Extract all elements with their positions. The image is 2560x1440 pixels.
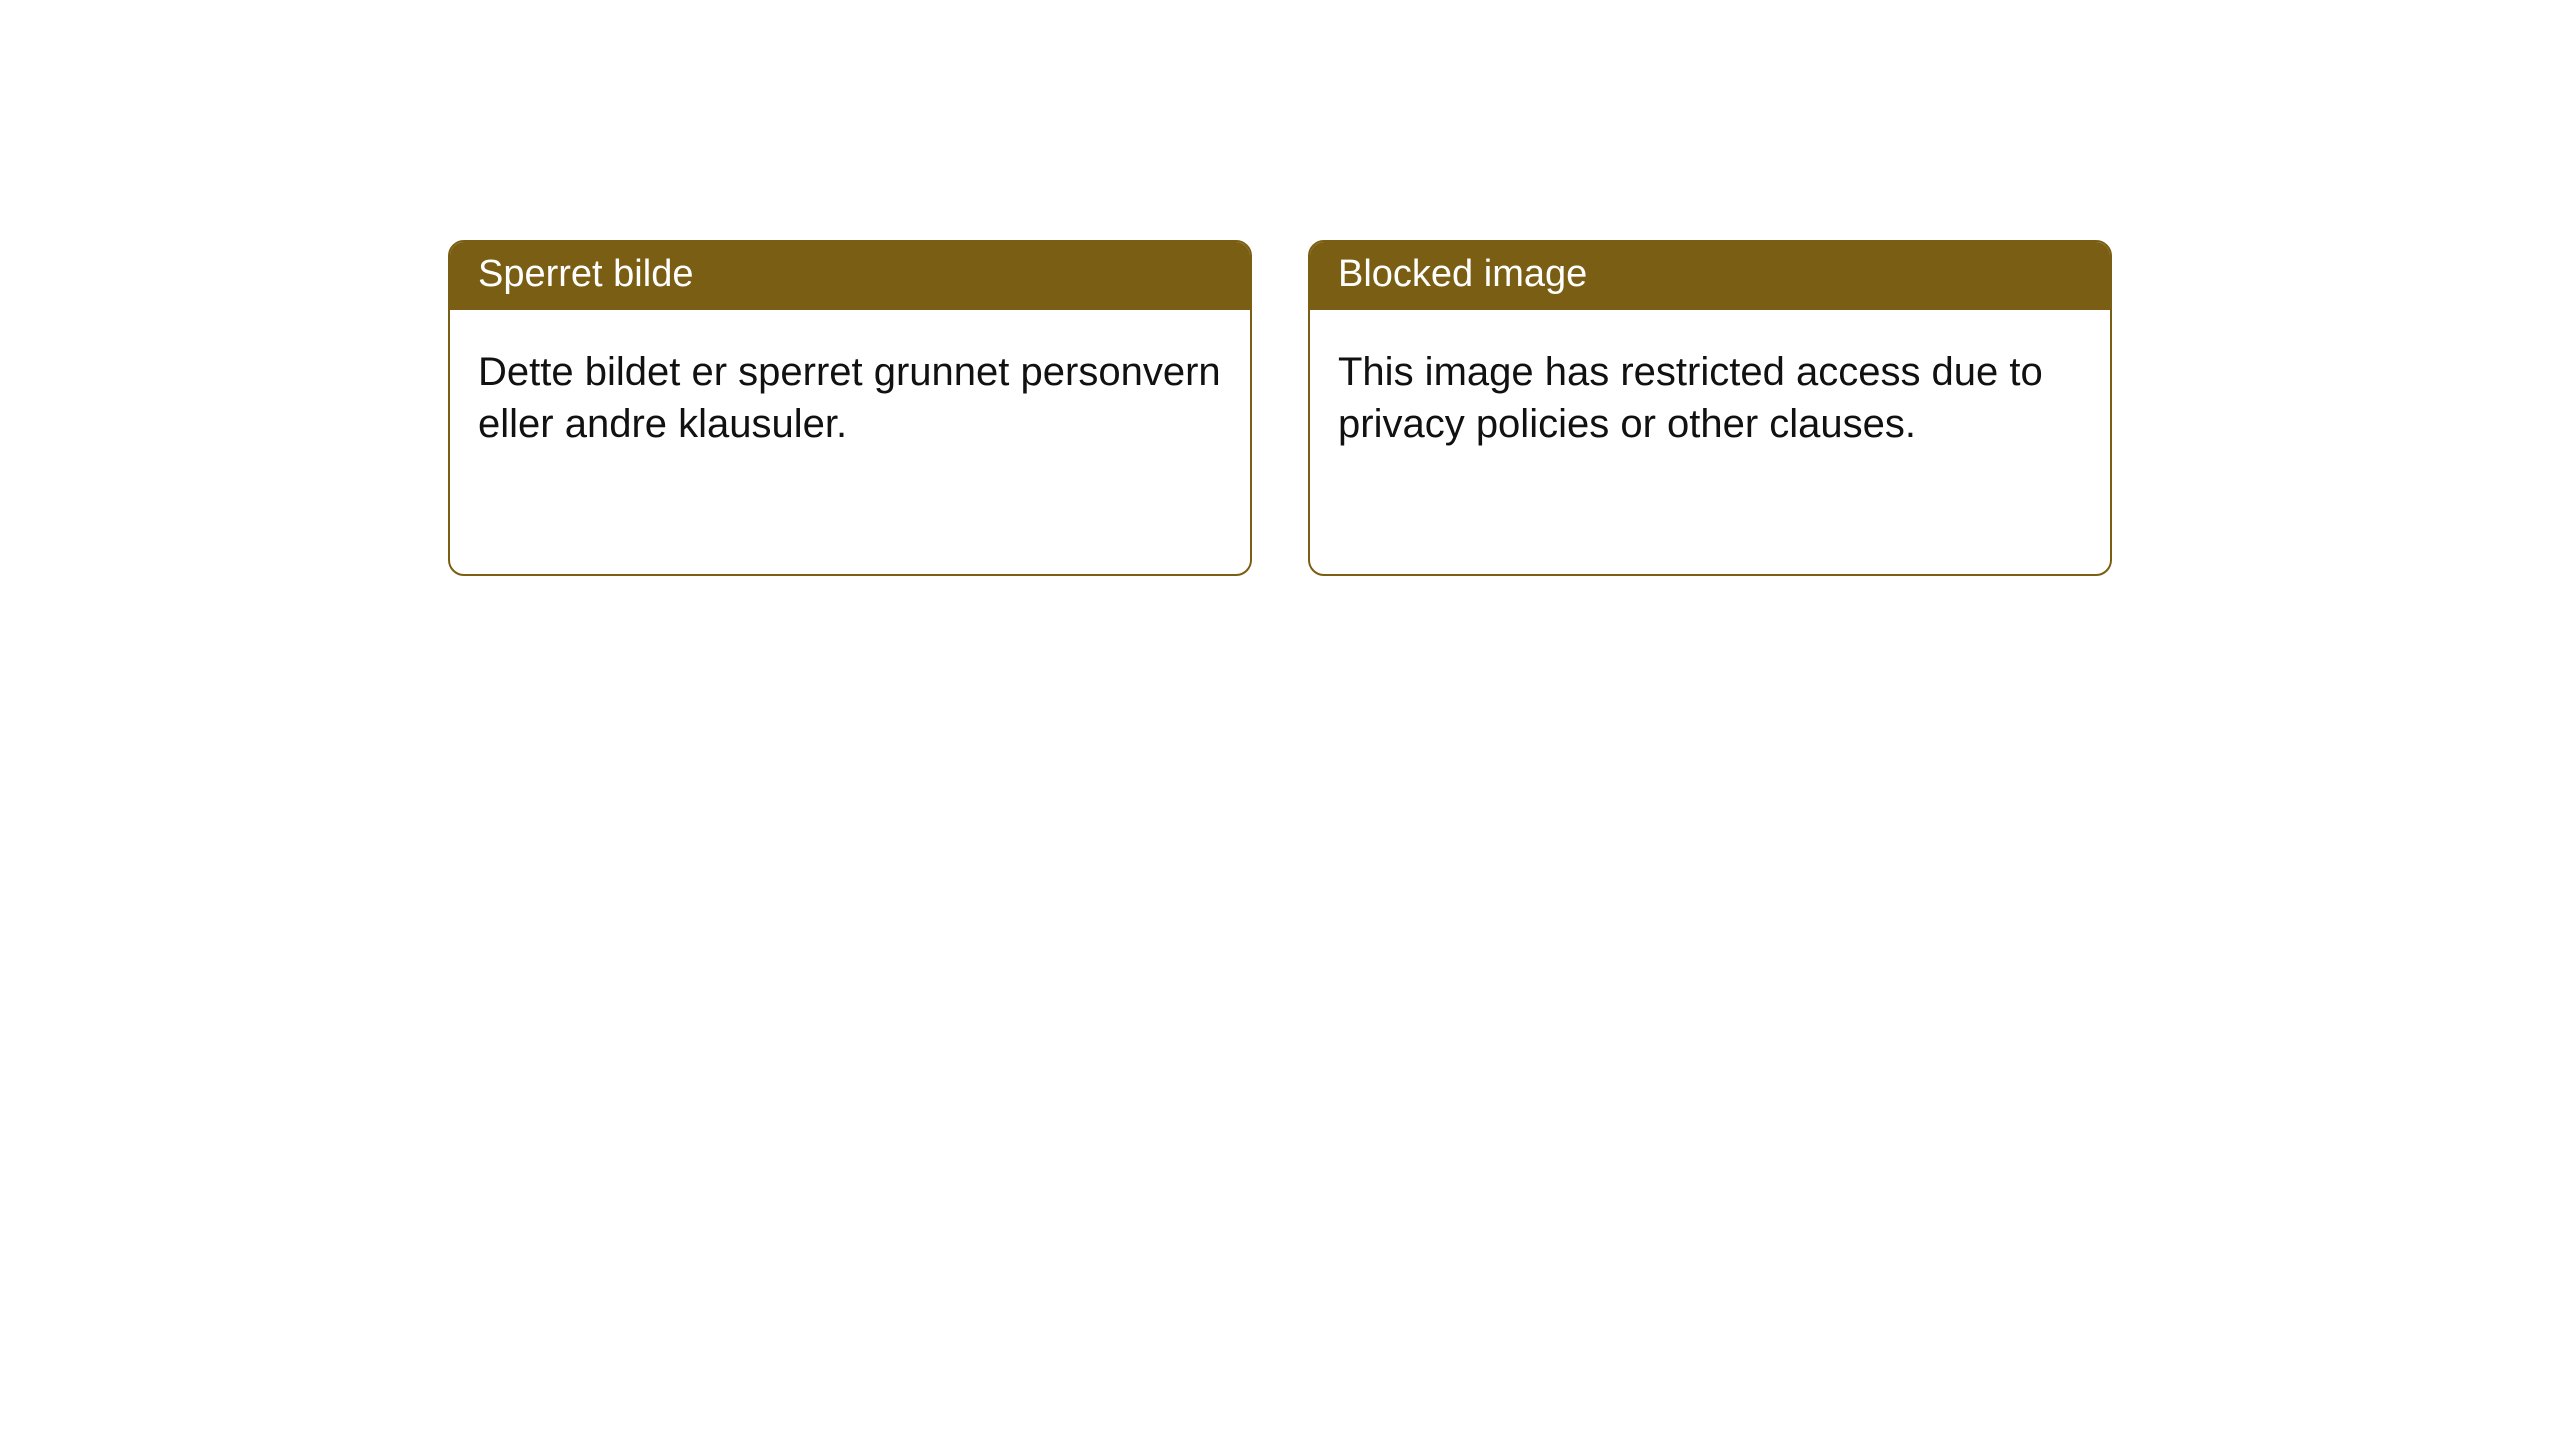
notice-container: Sperret bilde Dette bildet er sperret gr…: [0, 0, 2560, 576]
notice-body-en: This image has restricted access due to …: [1310, 310, 2110, 488]
notice-body-no: Dette bildet er sperret grunnet personve…: [450, 310, 1250, 488]
notice-box-en: Blocked image This image has restricted …: [1308, 240, 2112, 576]
notice-title-en: Blocked image: [1310, 242, 2110, 310]
notice-title-no: Sperret bilde: [450, 242, 1250, 310]
notice-box-no: Sperret bilde Dette bildet er sperret gr…: [448, 240, 1252, 576]
